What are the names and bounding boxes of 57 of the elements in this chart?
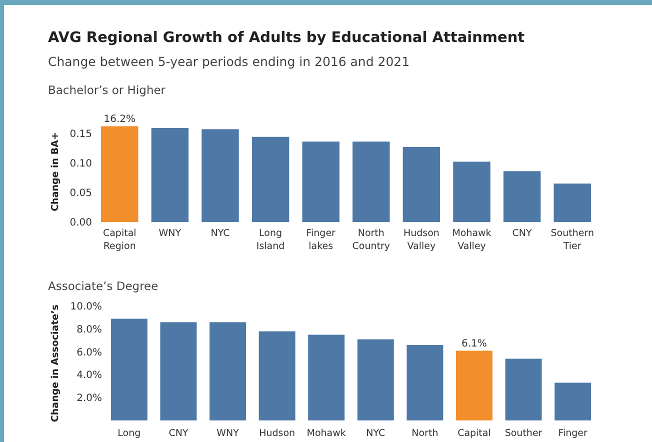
x-tick-label: Finger bbox=[558, 428, 588, 439]
bar bbox=[252, 136, 290, 222]
x-tick-label: NYC bbox=[366, 428, 386, 439]
y-tick-label: 0.10 bbox=[70, 158, 92, 170]
bar bbox=[453, 162, 490, 222]
data-label: 16.2% bbox=[104, 114, 136, 126]
x-tick-label: WNY bbox=[216, 428, 240, 439]
bar bbox=[352, 142, 390, 222]
data-label: 6.1% bbox=[462, 338, 487, 350]
x-tick-label: NYC bbox=[210, 228, 230, 239]
bar bbox=[210, 322, 246, 420]
y-tick-label: 6.0% bbox=[76, 347, 102, 358]
chart-title: AVG Regional Growth of Adults by Educational Attainment bbox=[48, 30, 525, 46]
y-tick-label: 4.0% bbox=[76, 370, 102, 382]
y-tick-label: 8.0% bbox=[76, 324, 102, 336]
bar bbox=[456, 350, 492, 420]
x-tick-label: Hudson Valley bbox=[403, 228, 440, 252]
x-tick-label: Hudson bbox=[259, 428, 296, 439]
y-tick-label: 0.00 bbox=[70, 218, 92, 228]
y-axis-title: Change in Associate’s bbox=[50, 304, 61, 422]
bar bbox=[202, 129, 239, 222]
x-tick-label: Long bbox=[118, 428, 141, 439]
x-tick-label: CNY bbox=[168, 428, 188, 439]
x-tick-label: Mohawk Valley bbox=[452, 228, 492, 252]
x-tick-label: Southern Tier bbox=[550, 228, 594, 252]
chart-title: Associate’s Degree bbox=[48, 279, 158, 293]
x-tick-label: CNY bbox=[512, 228, 532, 239]
bar bbox=[554, 382, 592, 420]
x-tick-label: Capital bbox=[458, 428, 491, 439]
x-tick-label: Souther bbox=[504, 428, 542, 439]
x-tick-label: WNY bbox=[158, 228, 182, 239]
chart-subtitle: Change between 5-year periods ending in 2016 and 2021 bbox=[48, 54, 410, 69]
x-tick-label: Mohawk bbox=[306, 428, 346, 439]
x-tick-label: Long Island bbox=[256, 228, 285, 252]
bar bbox=[151, 128, 189, 222]
x-tick-label: Finger lakes bbox=[306, 228, 336, 252]
bar bbox=[160, 322, 197, 420]
y-tick-label: 10.0% bbox=[70, 302, 102, 313]
bar bbox=[406, 345, 444, 420]
bar bbox=[110, 318, 148, 420]
y-tick-label: 0.15 bbox=[70, 128, 92, 140]
y-tick-label: 2.0% bbox=[76, 393, 102, 404]
x-tick-label: Capital Region bbox=[102, 228, 136, 252]
bar bbox=[402, 146, 440, 222]
y-tick-label: 0.05 bbox=[70, 188, 92, 199]
text: Bachelor’s or Higher bbox=[48, 83, 166, 97]
bar bbox=[308, 334, 345, 420]
bar bbox=[302, 142, 340, 222]
x-tick-label: North Country bbox=[352, 228, 390, 252]
bar bbox=[357, 339, 394, 420]
bar bbox=[258, 331, 296, 420]
bar bbox=[101, 126, 138, 222]
bar bbox=[554, 184, 591, 222]
y-axis-title: Change in BA+ bbox=[50, 132, 61, 212]
bar bbox=[503, 171, 541, 222]
bar bbox=[505, 358, 542, 420]
x-tick-label: North bbox=[412, 428, 438, 439]
